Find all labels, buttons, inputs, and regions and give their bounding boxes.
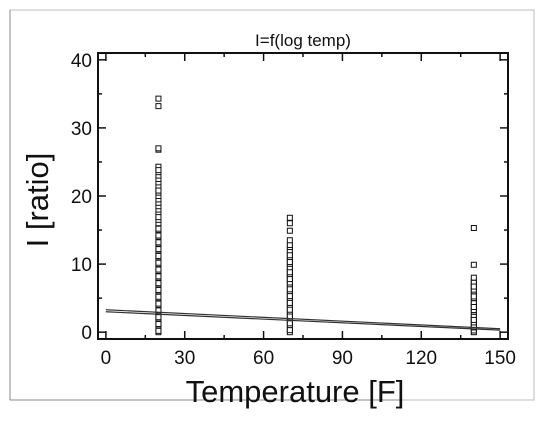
data-point [470, 261, 477, 268]
x-tick-label: 0 [101, 348, 112, 369]
data-point [286, 299, 293, 306]
data-point [155, 321, 162, 328]
data-point [155, 239, 162, 246]
y-tick-label: 30 [71, 119, 92, 140]
y-axis: 0 10 20 30 40 [71, 51, 508, 344]
data-point [155, 167, 162, 174]
data-point [155, 225, 162, 232]
data-point [155, 252, 162, 259]
data-point [155, 232, 162, 239]
x-axis: 0 30 60 90 120 150 [101, 53, 516, 369]
data-point [155, 266, 162, 273]
x-tick-label: 120 [405, 348, 437, 369]
data-point [286, 286, 293, 293]
data-point [155, 246, 162, 253]
data-point [286, 293, 293, 300]
x-axis-label: Temperature [F] [186, 374, 405, 409]
y-tick-label: 20 [71, 187, 92, 208]
trendline [105, 309, 501, 330]
x-tick-label: 30 [174, 348, 195, 369]
data-point [470, 316, 477, 323]
data-point [470, 303, 477, 310]
data-point [286, 269, 293, 276]
data-point [470, 293, 477, 300]
x-tick-label: 60 [253, 348, 274, 369]
data-point [286, 214, 293, 221]
data-point [155, 286, 162, 293]
data-point [155, 103, 162, 110]
data-point [286, 276, 293, 283]
data-point [155, 300, 162, 307]
data-point [155, 280, 162, 287]
data-point [286, 252, 293, 259]
data-point [155, 327, 162, 334]
data-point [286, 306, 293, 313]
data-point [155, 314, 162, 321]
data-point [286, 237, 293, 244]
y-axis-label: I [ratio] [20, 153, 55, 248]
x-tick-label: 90 [332, 348, 353, 369]
trendline [105, 311, 501, 331]
data-point [286, 220, 293, 227]
data-point [155, 259, 162, 266]
data-point [155, 293, 162, 300]
data-point [470, 225, 477, 232]
data-point [286, 259, 293, 266]
data-point [155, 95, 162, 102]
data-point [286, 327, 293, 334]
data-point [470, 283, 477, 290]
data-point [286, 320, 293, 327]
data-point [155, 214, 162, 221]
data-points [155, 95, 477, 336]
trendlines [105, 309, 501, 331]
y-tick-label: 0 [81, 323, 92, 344]
chart-title: I=f(log temp) [255, 31, 351, 50]
y-tick-label: 40 [71, 51, 92, 72]
data-point [155, 187, 162, 194]
data-point [286, 242, 293, 249]
y-tick-label: 10 [71, 255, 92, 276]
data-point [470, 274, 477, 281]
data-point [155, 307, 162, 314]
data-point [155, 145, 162, 152]
data-point [155, 273, 162, 280]
data-point [286, 227, 293, 234]
x-tick-label: 150 [484, 348, 516, 369]
